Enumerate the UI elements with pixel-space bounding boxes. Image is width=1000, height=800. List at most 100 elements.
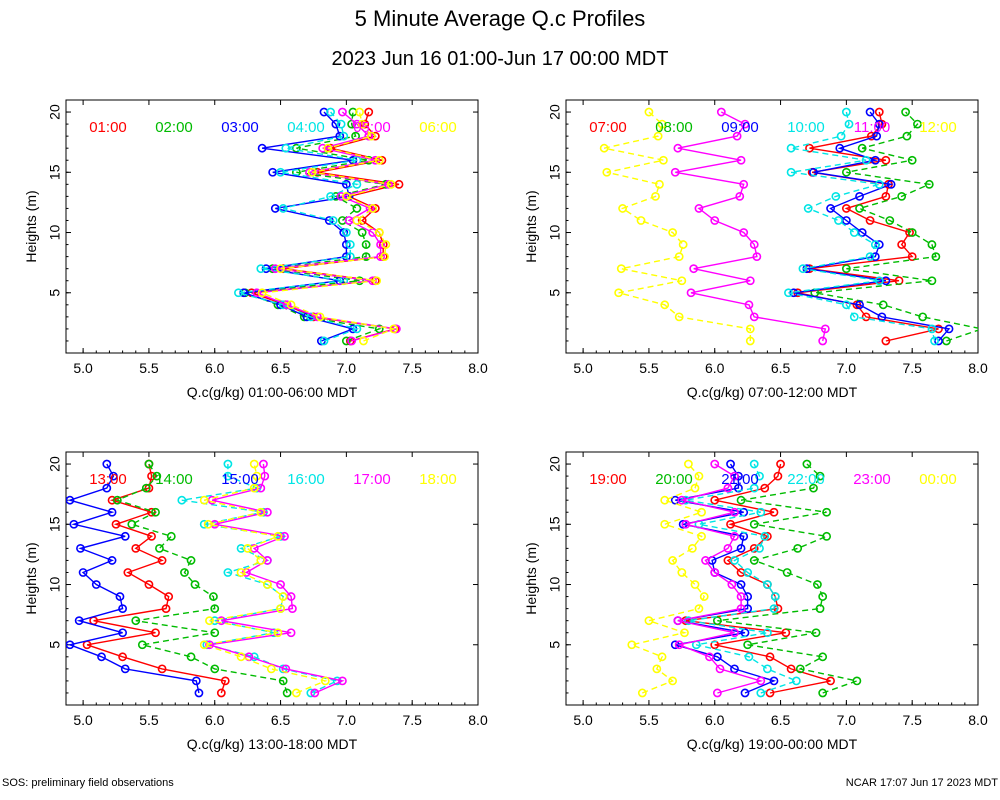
series-group	[234, 107, 404, 346]
data-point	[870, 252, 880, 262]
data-point	[256, 507, 266, 517]
data-point	[690, 483, 700, 493]
data-point	[223, 471, 233, 481]
data-point	[907, 155, 917, 165]
data-point	[644, 107, 654, 117]
data-point	[831, 191, 841, 201]
data-point	[927, 276, 937, 286]
data-point	[769, 604, 779, 614]
data-point	[161, 604, 171, 614]
data-point	[276, 604, 285, 614]
data-point	[730, 531, 739, 541]
legend-entry: 04:00	[287, 119, 325, 136]
data-point	[805, 143, 814, 153]
legend-entry: 02:00	[155, 119, 193, 136]
data-point	[732, 131, 742, 141]
data-point	[841, 264, 851, 274]
data-point	[677, 568, 687, 577]
data-point	[798, 264, 808, 274]
data-point	[736, 580, 746, 589]
legend-entry: 15:00	[221, 471, 259, 488]
x-tick-label: 6.0	[705, 360, 725, 376]
data-point	[151, 628, 160, 638]
data-point	[123, 568, 133, 577]
series-line-1600	[181, 464, 340, 694]
data-point	[127, 519, 137, 529]
data-point	[203, 519, 213, 529]
data-point	[236, 652, 246, 662]
data-point	[205, 640, 214, 650]
data-point	[361, 240, 371, 249]
data-point	[818, 688, 828, 698]
data-point	[282, 300, 292, 310]
data-point	[813, 580, 822, 589]
x-tick-label: 8.0	[468, 360, 488, 376]
data-point	[144, 459, 154, 469]
panel-3: 5.0 5.5 6.0 6.5 7.0 7.5 8.0 5 10 15 20 Q.c(g/kg) 13…	[23, 451, 488, 752]
data-point	[770, 592, 780, 601]
legend-entry: 05:00	[353, 119, 391, 136]
data-point	[249, 459, 259, 469]
x-tick-label: 7.5	[402, 360, 422, 376]
series-line-1100	[675, 111, 827, 342]
data-point	[727, 580, 737, 589]
data-point	[131, 616, 141, 626]
y-tick-label: 20	[547, 456, 563, 472]
data-point	[902, 131, 912, 141]
data-point	[102, 483, 112, 493]
data-point	[91, 580, 101, 589]
data-point	[236, 568, 246, 577]
x-tick-label: 5.0	[73, 360, 93, 376]
data-point	[653, 131, 663, 141]
series-line-1800	[203, 463, 328, 694]
data-point	[144, 580, 154, 589]
data-point	[137, 640, 147, 650]
data-point	[273, 531, 283, 541]
data-point	[120, 531, 130, 541]
legend-entry: 18:00	[419, 471, 457, 488]
data-point	[131, 543, 141, 553]
y-tick-label: 5	[47, 289, 63, 297]
data-point	[699, 592, 709, 601]
series-line-1400	[115, 463, 288, 694]
data-point	[726, 459, 735, 469]
data-point	[712, 688, 722, 698]
data-point	[210, 664, 220, 674]
y-tick-label: 20	[47, 456, 63, 472]
data-point	[697, 531, 706, 541]
data-point	[602, 167, 612, 177]
data-point	[874, 119, 884, 129]
data-point	[755, 471, 764, 481]
series-line-2200	[685, 463, 799, 694]
data-point	[155, 543, 164, 553]
series-line-1200	[604, 111, 751, 341]
data-point	[291, 143, 301, 153]
series-line-1500	[67, 463, 200, 694]
data-point	[818, 652, 828, 662]
data-point	[841, 300, 851, 310]
x-axis-label: Q.c(g/kg) 13:00-18:00 MDT	[187, 736, 358, 752]
data-point	[355, 276, 364, 286]
data-point	[243, 543, 253, 553]
data-point	[659, 155, 668, 165]
data-point	[852, 676, 862, 686]
data-point	[841, 204, 851, 213]
series-line-1300	[86, 463, 227, 694]
data-point	[341, 228, 351, 237]
data-point	[368, 204, 378, 213]
data-point	[765, 688, 775, 698]
data-point	[874, 276, 884, 286]
data-point	[897, 240, 907, 249]
data-point	[834, 216, 843, 225]
data-point	[756, 507, 766, 517]
data-point	[199, 519, 209, 529]
data-point	[262, 580, 272, 589]
series-line-1900	[685, 463, 831, 694]
data-point	[872, 131, 882, 141]
data-point	[878, 300, 888, 310]
data-point	[730, 471, 739, 481]
legend-entry: 12:00	[919, 119, 957, 136]
data-point	[352, 204, 362, 213]
legend-entry: 17:00	[353, 471, 391, 488]
data-point	[186, 556, 196, 565]
